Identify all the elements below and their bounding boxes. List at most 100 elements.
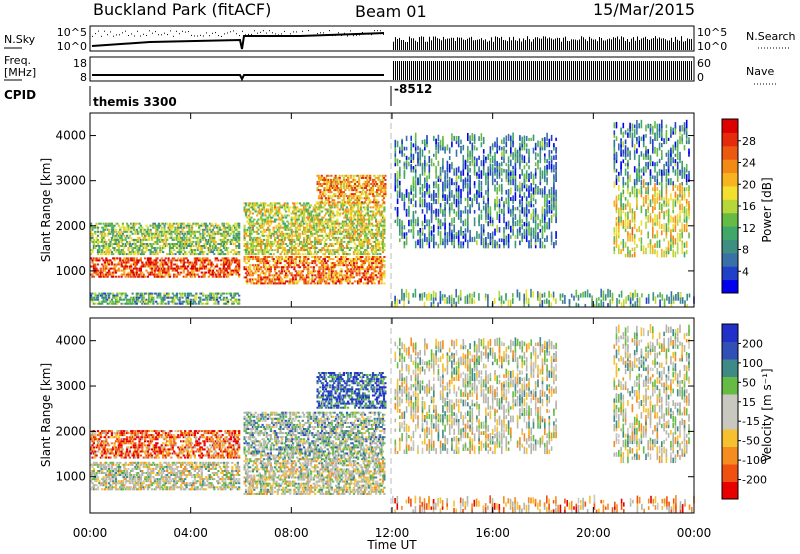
- heatmap-cell: [296, 238, 299, 241]
- heatmap-cell: [155, 259, 158, 262]
- heatmap-cell: [311, 232, 314, 235]
- heatmap-cell: [225, 243, 228, 245]
- heatmap-cell: [193, 257, 196, 260]
- heatmap-cell: [268, 264, 271, 267]
- heatmap-cell: [124, 245, 127, 247]
- heatmap-cell: [278, 256, 281, 258]
- heatmap-cell: [372, 262, 375, 265]
- heatmap-cell: [327, 197, 330, 200]
- heatmap-cell: [298, 214, 302, 217]
- heatmap-cell: [132, 300, 136, 303]
- heatmap-cell: [152, 298, 155, 301]
- heatmap-cell: [146, 275, 149, 278]
- heatmap-cell: [304, 226, 307, 229]
- heatmap-cell: [276, 249, 279, 252]
- heatmap-cell: [189, 275, 192, 278]
- noise-search-dot: [152, 32, 153, 34]
- heatmap-cell: [344, 230, 347, 233]
- heatmap-cell: [278, 274, 281, 277]
- heatmap-cell: [257, 236, 260, 239]
- heatmap-cell: [103, 228, 106, 231]
- heatmap-cell: [330, 206, 333, 209]
- heatmap-cell: [199, 238, 202, 241]
- noise-bar: [653, 38, 654, 50]
- heatmap-cell: [330, 272, 333, 275]
- heatmap-cell: [96, 226, 100, 229]
- heatmap-cell: [189, 236, 192, 239]
- noise-bar: [555, 38, 556, 50]
- heatmap-cell: [305, 230, 308, 233]
- heatmap-cell: [294, 253, 297, 256]
- heatmap-cell: [348, 232, 351, 235]
- heatmap-cell: [276, 260, 279, 263]
- heatmap-cell: [310, 228, 313, 231]
- heatmap-cell: [362, 251, 365, 254]
- heatmap-cell: [290, 230, 293, 233]
- heatmap-cell: [361, 243, 364, 245]
- heatmap-cell: [334, 174, 337, 177]
- heatmap-cell: [144, 302, 147, 305]
- heatmap-cell: [262, 220, 266, 223]
- heatmap-cell: [166, 238, 169, 241]
- heatmap-cell: [174, 296, 177, 299]
- heatmap-cell: [124, 238, 127, 241]
- heatmap-cell: [225, 257, 228, 260]
- heatmap-cell: [360, 191, 363, 194]
- heatmap-cell: [307, 202, 310, 205]
- heatmap-cell: [131, 257, 134, 260]
- heatmap-cell: [308, 238, 311, 241]
- heatmap-cell: [380, 243, 383, 245]
- noise-bar: [529, 39, 530, 50]
- heatmap-cell: [159, 265, 162, 268]
- heatmap-cell: [141, 238, 144, 241]
- heatmap-cell: [257, 212, 260, 215]
- heatmap-cell: [152, 273, 155, 276]
- noise-bar: [415, 40, 416, 50]
- heatmap-cell: [196, 230, 199, 233]
- heatmap-cell: [274, 282, 277, 285]
- heatmap-cell: [128, 300, 131, 303]
- heatmap-cell: [229, 243, 232, 245]
- heatmap-cell: [286, 266, 289, 269]
- heatmap-cell: [265, 210, 268, 213]
- nave-bar: [527, 61, 528, 80]
- heatmap-cell: [341, 204, 344, 207]
- heatmap-cell: [347, 268, 350, 271]
- heatmap-cell: [99, 267, 102, 270]
- heatmap-cell: [184, 251, 187, 254]
- heatmap-cell: [139, 259, 142, 262]
- heatmap-cell: [254, 230, 257, 233]
- noise-bar: [477, 39, 478, 50]
- heatmap-cell: [261, 253, 264, 256]
- noise-bar: [591, 38, 592, 50]
- heatmap-cell: [224, 263, 227, 266]
- heatmap-cell: [105, 245, 108, 247]
- heatmap-cell: [234, 226, 237, 229]
- heatmap-cell: [307, 282, 310, 285]
- heatmap-cell: [373, 282, 376, 285]
- heatmap-cell: [103, 265, 106, 268]
- heatmap-cell: [283, 226, 286, 229]
- heatmap-cell: [155, 257, 158, 260]
- heatmap-cell: [380, 230, 383, 233]
- heatmap-cell: [381, 214, 385, 217]
- heatmap-cell: [353, 199, 357, 202]
- heatmap-cell: [382, 183, 386, 185]
- heatmap-cell: [311, 245, 314, 247]
- heatmap-cell: [319, 230, 322, 233]
- heatmap-cell: [139, 228, 142, 231]
- heatmap-cell: [123, 234, 126, 237]
- heatmap-cell: [280, 230, 284, 233]
- noise-search-dot: [92, 35, 93, 37]
- noise-bar: [619, 39, 620, 50]
- heatmap-cell: [114, 269, 118, 272]
- heatmap-cell: [287, 282, 290, 285]
- heatmap-cell: [249, 268, 252, 271]
- heatmap-cell: [206, 226, 209, 229]
- noise-search-dot: [296, 31, 297, 33]
- heatmap-cell: [279, 247, 282, 249]
- heatmap-cell: [178, 232, 181, 235]
- heatmap-cell: [294, 270, 297, 273]
- heatmap-cell: [377, 282, 380, 285]
- heatmap-cell: [210, 249, 213, 252]
